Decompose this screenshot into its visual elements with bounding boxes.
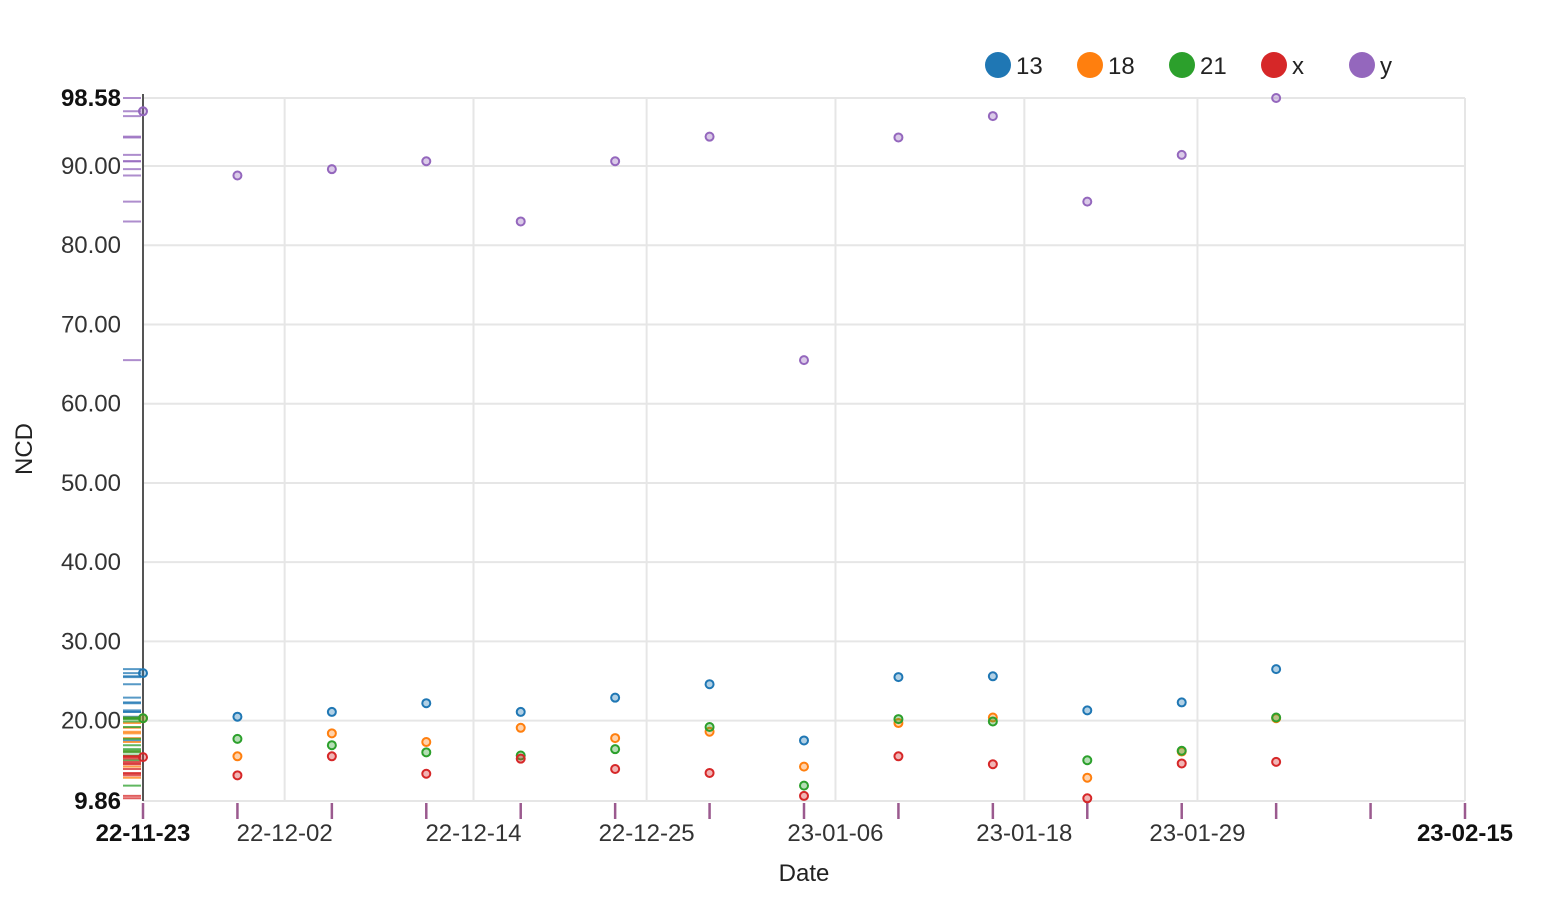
x-tick-label: 23-02-15: [1417, 820, 1513, 847]
data-point-21: [704, 721, 715, 732]
data-point-y: [1271, 93, 1282, 103]
legend-marker-21: [1169, 52, 1195, 78]
x-tick-label: 23-01-18: [976, 820, 1072, 847]
data-point-18: [1082, 772, 1093, 783]
legend-marker-13: [985, 52, 1011, 78]
data-point-y: [326, 164, 337, 175]
data-point-21: [1176, 745, 1187, 756]
data-point-y: [515, 216, 526, 227]
x-tick-label: 22-11-23: [96, 820, 191, 847]
legend-marker-18: [1077, 52, 1103, 78]
rug-layer: [123, 97, 1467, 819]
data-point-13: [987, 671, 998, 682]
data-point-x: [326, 751, 337, 762]
data-point-x: [1082, 793, 1093, 804]
data-point-21: [326, 740, 337, 751]
data-point-y: [610, 156, 621, 167]
data-point-y: [893, 132, 904, 143]
data-point-y: [232, 170, 243, 181]
data-point-18: [232, 751, 243, 762]
data-point-18: [421, 737, 432, 748]
y-tick-label: 80.00: [61, 232, 121, 259]
data-point-x: [610, 763, 621, 774]
data-point-13: [138, 668, 148, 679]
data-point-13: [515, 706, 526, 717]
legend-marker-y: [1349, 52, 1375, 78]
data-point-21: [138, 713, 148, 724]
y-tick-label: 70.00: [61, 311, 121, 338]
data-point-13: [893, 672, 904, 683]
x-tick-label: 22-12-25: [599, 820, 695, 847]
data-point-21: [610, 744, 621, 755]
data-point-y: [704, 131, 715, 142]
data-point-x: [421, 768, 432, 779]
legend-label-18: 18: [1108, 53, 1135, 80]
data-point-18: [610, 733, 621, 744]
grid-layer: [143, 97, 1466, 802]
x-axis-title: Date: [779, 860, 830, 887]
data-point-x: [515, 753, 526, 764]
data-point-x: [799, 790, 809, 801]
data-point-21: [1271, 712, 1282, 723]
data-point-x: [1176, 758, 1187, 769]
data-point-13: [421, 698, 432, 709]
data-point-18: [515, 722, 526, 733]
data-point-y: [138, 106, 148, 117]
data-point-21: [893, 714, 904, 725]
data-point-y: [987, 111, 998, 122]
y-tick-label: 20.00: [61, 708, 121, 735]
data-point-18: [799, 761, 809, 772]
y-tick-label: 98.58: [61, 85, 121, 112]
data-point-21: [799, 780, 809, 791]
legend-label-13: 13: [1016, 53, 1043, 80]
y-tick-label: 90.00: [61, 153, 121, 180]
data-point-x: [232, 770, 243, 781]
data-point-13: [799, 735, 809, 746]
data-point-21: [232, 733, 243, 744]
data-point-18: [326, 728, 337, 739]
data-point-y: [1176, 149, 1187, 160]
y-tick-label: 50.00: [61, 470, 121, 497]
y-tick-label: 40.00: [61, 549, 121, 576]
legend-label-y: y: [1380, 53, 1392, 80]
data-point-x: [1271, 756, 1282, 767]
data-point-y: [799, 355, 809, 366]
data-point-y: [421, 156, 432, 167]
data-point-x: [893, 751, 904, 762]
legend-marker-x: [1261, 52, 1287, 78]
data-point-21: [1082, 755, 1093, 766]
data-point-x: [138, 752, 148, 763]
data-point-13: [232, 711, 243, 722]
points-layer: [138, 93, 1282, 804]
data-point-13: [326, 706, 337, 717]
data-point-y: [1082, 196, 1093, 207]
x-tick-label: 23-01-06: [787, 820, 883, 847]
x-tick-label: 22-12-02: [237, 820, 333, 847]
y-tick-label: 9.86: [74, 788, 121, 815]
data-point-13: [1271, 664, 1282, 675]
data-point-13: [610, 692, 621, 703]
legend: 13 18 21 x y: [985, 52, 1392, 80]
data-point-x: [987, 759, 998, 770]
x-tick-label: 22-12-14: [425, 820, 521, 847]
x-tick-label: 23-01-29: [1149, 820, 1245, 847]
data-point-x: [704, 767, 715, 778]
y-axis-title: NCD: [11, 423, 38, 475]
legend-label-x: x: [1292, 53, 1304, 80]
data-point-21: [987, 716, 998, 727]
axis-layer: 9.86 20.00 30.00 40.00 50.00 60.00 70.00 80.00 9…: [61, 85, 1513, 847]
data-point-13: [1176, 697, 1187, 708]
data-point-21: [421, 747, 432, 758]
legend-label-21: 21: [1200, 53, 1227, 80]
y-tick-label: 30.00: [61, 628, 121, 655]
y-tick-label: 60.00: [61, 391, 121, 418]
data-point-13: [1082, 705, 1093, 716]
data-point-13: [704, 679, 715, 690]
